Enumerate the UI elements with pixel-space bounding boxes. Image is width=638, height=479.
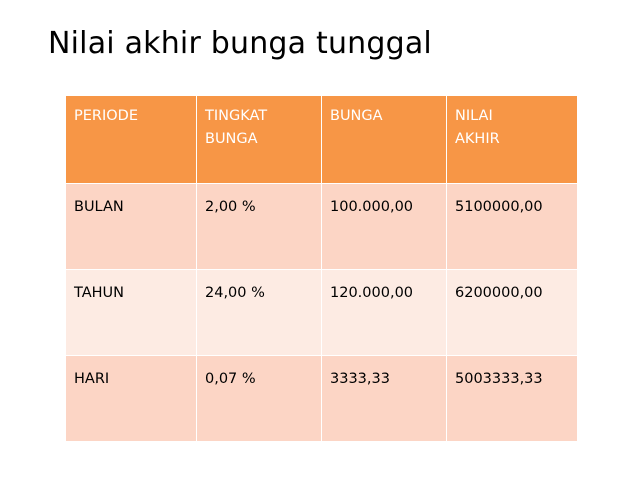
cell-bunga: 120.000,00	[321, 269, 447, 356]
cell-tingkat-bunga: 2,00 %	[196, 183, 322, 270]
cell-periode: HARI	[65, 355, 197, 442]
table-row: HARI 0,07 % 3333,33 5003333,33	[65, 355, 578, 442]
cell-tingkat-bunga: 24,00 %	[196, 269, 322, 356]
header-nilai-akhir: NILAI AKHIR	[446, 95, 578, 184]
header-bunga: BUNGA	[321, 95, 447, 184]
slide-title: Nilai akhir bunga tunggal	[48, 26, 432, 61]
table-row: TAHUN 24,00 % 120.000,00 6200000,00	[65, 269, 578, 356]
header-row: PERIODE TINGKAT BUNGA BUNGA NILAI AKHIR	[65, 95, 578, 184]
interest-table: PERIODE TINGKAT BUNGA BUNGA NILAI AKHIR BU…	[65, 95, 578, 442]
cell-nilai-akhir: 5003333,33	[446, 355, 578, 442]
cell-tingkat-bunga: 0,07 %	[196, 355, 322, 442]
cell-periode: BULAN	[65, 183, 197, 270]
header-periode: PERIODE	[65, 95, 197, 184]
header-tingkat-bunga: TINGKAT BUNGA	[196, 95, 322, 184]
cell-nilai-akhir: 5100000,00	[446, 183, 578, 270]
cell-bunga: 100.000,00	[321, 183, 447, 270]
cell-periode: TAHUN	[65, 269, 197, 356]
table-row: BULAN 2,00 % 100.000,00 5100000,00	[65, 183, 578, 270]
cell-nilai-akhir: 6200000,00	[446, 269, 578, 356]
cell-bunga: 3333,33	[321, 355, 447, 442]
